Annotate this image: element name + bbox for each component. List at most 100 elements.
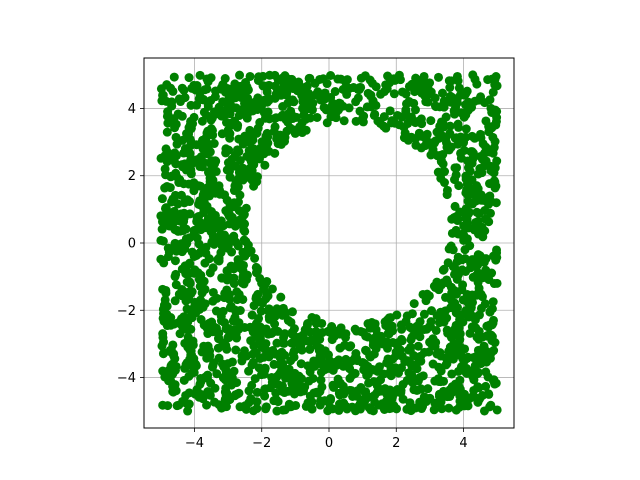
data-point: [330, 87, 340, 97]
data-point: [446, 142, 456, 152]
data-point: [463, 97, 473, 107]
data-point: [172, 172, 182, 182]
y-tick-label: 0: [128, 237, 136, 252]
data-point: [252, 404, 262, 414]
data-point: [407, 370, 417, 380]
data-point: [481, 381, 491, 391]
data-point: [457, 265, 467, 275]
data-point: [446, 97, 456, 107]
data-point: [449, 339, 459, 349]
data-point: [397, 336, 407, 346]
data-point: [354, 401, 364, 411]
data-point: [201, 133, 211, 143]
data-point: [269, 359, 279, 369]
data-point: [163, 118, 173, 128]
data-point: [196, 377, 206, 387]
y-axis: −4 −2 0 2 4: [117, 102, 144, 386]
data-point: [180, 363, 190, 373]
data-point: [224, 333, 234, 343]
data-point: [162, 127, 172, 137]
data-point: [183, 406, 193, 416]
data-point: [225, 163, 235, 173]
data-point: [462, 363, 472, 373]
data-point: [235, 70, 245, 80]
data-point: [157, 194, 167, 204]
data-point: [476, 359, 486, 369]
data-point: [247, 380, 257, 390]
data-point: [179, 148, 189, 158]
data-point: [298, 330, 308, 340]
data-point: [244, 366, 254, 376]
data-point: [395, 75, 405, 85]
data-point: [357, 114, 367, 124]
data-point: [262, 128, 272, 138]
data-point: [182, 160, 192, 170]
data-point: [446, 241, 456, 251]
data-point: [410, 328, 420, 338]
data-point: [404, 96, 414, 106]
data-point: [224, 211, 234, 221]
data-point: [484, 275, 494, 285]
data-point: [484, 199, 494, 209]
data-point: [278, 405, 288, 415]
data-point: [412, 385, 422, 395]
data-point: [260, 160, 270, 170]
data-point: [488, 297, 498, 307]
data-point: [202, 74, 212, 84]
data-point: [289, 338, 299, 348]
data-point: [182, 129, 192, 139]
data-point: [310, 361, 320, 371]
data-point: [205, 147, 215, 157]
data-point: [335, 378, 345, 388]
data-point: [246, 246, 256, 256]
data-point: [431, 325, 441, 335]
data-point: [441, 360, 451, 370]
data-point: [196, 389, 206, 399]
data-point: [463, 352, 473, 362]
data-point: [223, 240, 233, 250]
data-point: [315, 386, 325, 396]
data-point: [492, 245, 502, 255]
data-point: [203, 214, 213, 224]
data-point: [221, 383, 231, 393]
data-point: [163, 110, 173, 120]
data-point: [190, 297, 200, 307]
data-point: [460, 133, 470, 143]
data-point: [218, 306, 228, 316]
data-point: [283, 315, 293, 325]
data-point: [429, 138, 439, 148]
data-point: [466, 263, 476, 273]
data-point: [260, 391, 270, 401]
data-point: [252, 397, 262, 407]
data-point: [208, 221, 218, 231]
data-point: [438, 149, 448, 159]
data-point: [256, 102, 266, 112]
data-point: [245, 132, 255, 142]
data-point: [258, 71, 268, 81]
data-point: [250, 97, 260, 107]
data-point: [286, 106, 296, 116]
data-point: [460, 90, 470, 100]
data-point: [207, 113, 217, 123]
data-point: [420, 90, 430, 100]
data-point: [386, 118, 396, 128]
data-point: [273, 397, 283, 407]
data-point: [158, 400, 168, 410]
y-tick-label: −2: [117, 304, 136, 319]
data-point: [272, 132, 282, 142]
data-point: [303, 398, 313, 408]
data-point: [315, 74, 325, 84]
data-point: [369, 349, 379, 359]
data-point: [415, 397, 425, 407]
y-tick-label: −4: [117, 371, 136, 386]
data-point: [170, 256, 180, 266]
data-point: [170, 225, 180, 235]
data-point: [305, 73, 315, 83]
data-point: [205, 346, 215, 356]
data-point: [364, 403, 374, 413]
data-point: [232, 145, 242, 155]
data-point: [162, 321, 172, 331]
data-point: [171, 119, 181, 129]
data-point: [230, 391, 240, 401]
data-point: [216, 229, 226, 239]
